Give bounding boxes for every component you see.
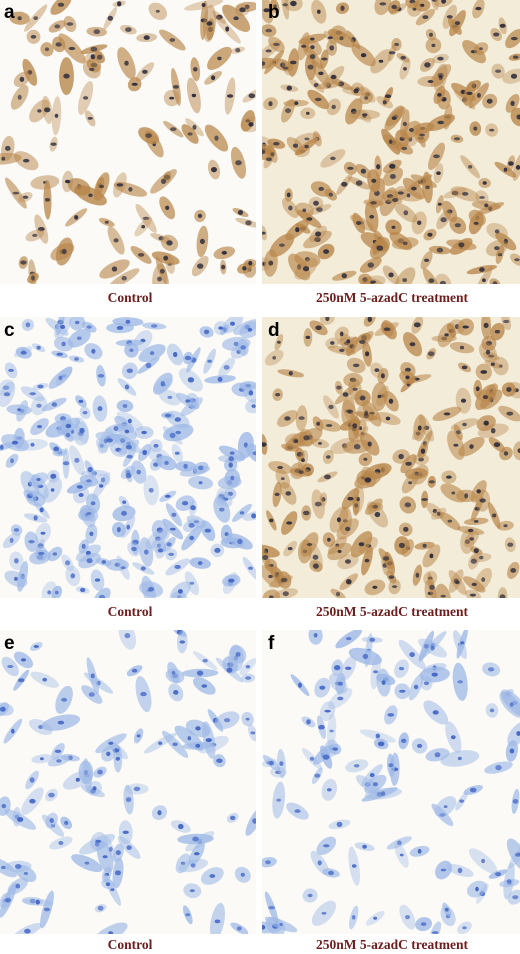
micrograph-image [262,630,520,934]
micrograph-image [262,0,520,284]
micrograph-panel-a: a [0,0,256,284]
panel-caption: 250nM 5-azadC treatment [316,290,468,305]
panel-letter: a [4,2,15,23]
panel-caption: Control [107,937,153,952]
micrograph-panel-d: d [262,317,520,598]
panel-caption: Control [107,604,153,619]
micrograph-panel-e: e [0,630,256,934]
micrograph-image [0,0,256,284]
panel-letter: f [268,633,275,654]
micrograph-panel-b: b [262,0,520,284]
micrograph-panel-c: c [0,317,256,598]
micrograph-image [0,317,256,598]
panel-letter: b [268,2,280,23]
panel-letter: e [4,633,15,654]
panel-letter: d [268,320,280,341]
micrograph-image [262,317,520,598]
panel-caption: Control [107,290,153,305]
panel-caption: 250nM 5-azadC treatment [316,937,468,952]
panel-letter: c [4,320,15,341]
micrograph-image [0,630,256,934]
panel-caption: 250nM 5-azadC treatment [316,604,468,619]
micrograph-panel-f: f [262,630,520,934]
